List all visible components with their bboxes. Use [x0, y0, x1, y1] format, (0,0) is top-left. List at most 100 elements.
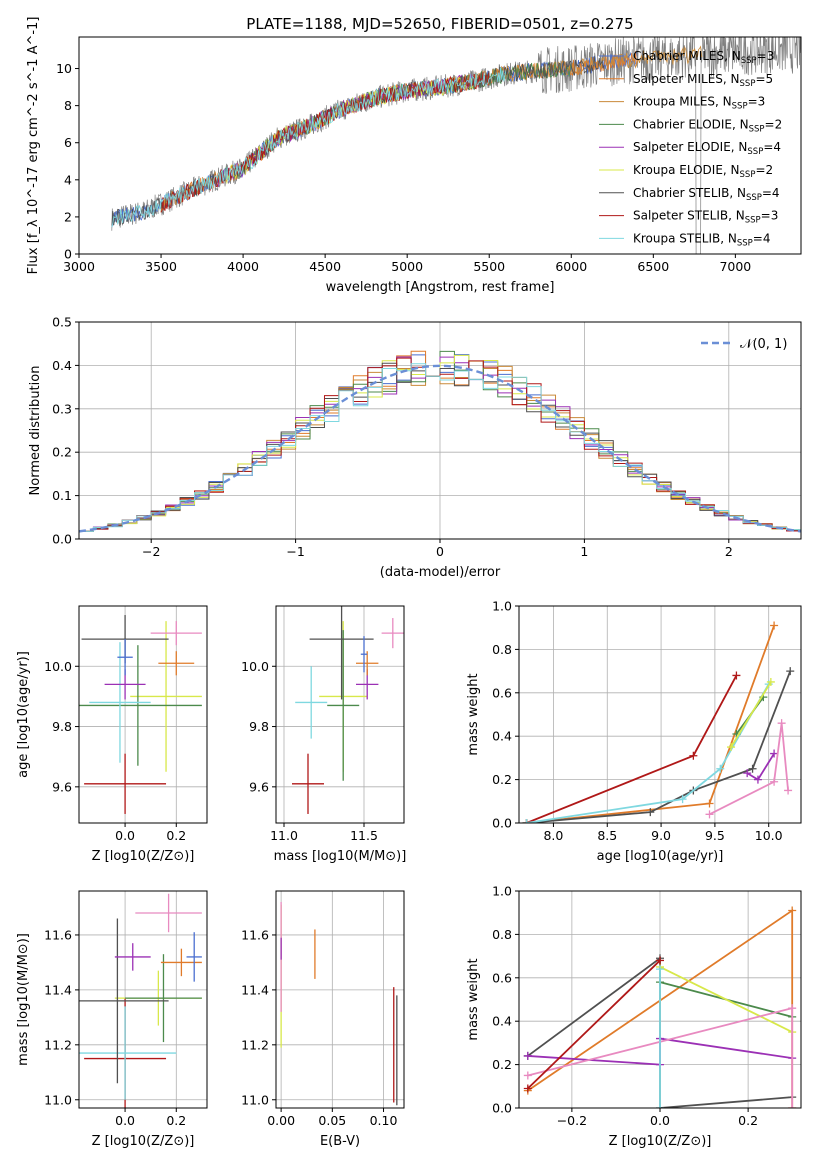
tick-label-y: 0.4 [492, 1014, 512, 1029]
chart-mass_vs_ebv: 0.00 0.05 0.10 11.0 11.2 11.4 11.6 E(B-V) [241, 890, 405, 1149]
tick-label-x: 6000 [555, 259, 587, 274]
legend-label-value: =2 [755, 163, 773, 177]
point-marker [523, 1084, 532, 1093]
plot-area [79, 350, 801, 533]
tick-label-x: 0 [436, 544, 444, 559]
point-marker [786, 667, 795, 676]
legend-label-subscript: SSP [747, 147, 763, 157]
tick-label-y: 0.6 [492, 685, 512, 700]
tick-label-x: 6500 [637, 259, 669, 274]
tick-label-y: 0.4 [52, 358, 72, 373]
tick-label-y: 8 [64, 98, 72, 113]
point-marker [522, 819, 531, 823]
tick-label-y: 9.6 [249, 779, 269, 794]
point-marker [770, 621, 779, 630]
legend-label-value: =4 [763, 140, 781, 154]
point-marker [770, 749, 779, 758]
x-axis-label: age [log10(age/yr)] [597, 849, 724, 864]
tick-label-y: 0.3 [52, 401, 72, 416]
chart-weight_vs_age: 8.0 8.5 9.0 9.5 10.0 0.0 0.2 0.4 0.6 0.8 1.0 age [l… [466, 599, 802, 864]
legend-label: Salpeter ELODIE, NSSP=4 [633, 140, 781, 157]
tick-label-x: 2 [725, 544, 733, 559]
tick-label-y: 0.5 [52, 315, 72, 330]
model-spectrum-line [111, 56, 605, 228]
x-axis-label: E(B-V) [320, 1134, 360, 1149]
legend-label-subscript: SSP [737, 238, 753, 248]
tick-label-y: 1.0 [492, 599, 512, 614]
tick-label-x: 4000 [227, 259, 259, 274]
legend-label-value: =4 [762, 186, 780, 200]
axes-frame [518, 890, 802, 1109]
tick-label-y: 9.8 [249, 719, 269, 734]
point-marker [656, 965, 664, 974]
tick-label-y: 0.8 [492, 927, 512, 942]
point-marker [716, 764, 725, 773]
histogram-step [79, 362, 801, 532]
x-axis-label: Z [log10(Z/Z⊙)] [92, 1134, 195, 1149]
legend-label-value: =3 [757, 49, 775, 63]
x-axis-label: (data-model)/error [380, 565, 501, 580]
point-marker [788, 906, 797, 915]
point-marker [748, 764, 757, 773]
series-line [730, 681, 772, 748]
legend-label-subscript: SSP [732, 102, 748, 112]
chart-residuals: −2 −1 0 1 2 0.0 0.1 0.2 0.3 0.4 0.5 𝒩(0, 1) (data-mo… [28, 315, 802, 580]
tick-label-y: 0.2 [492, 772, 512, 787]
tick-label-x: 5000 [391, 259, 423, 274]
point-marker [656, 956, 664, 965]
figure-title: PLATE=1188, MJD=52650, FIBERID=0501, z=0… [246, 15, 633, 33]
tick-label-y: 11.4 [44, 982, 72, 997]
legend-label-main: Salpeter MILES, N [633, 72, 740, 86]
point-marker [523, 1051, 532, 1060]
point-marker [743, 769, 752, 778]
point-marker [788, 1104, 797, 1108]
point-marker [784, 786, 793, 795]
tick-label-x: 4500 [309, 259, 341, 274]
tick-label-y: 1.0 [492, 884, 512, 899]
x-axis-label: Z [log10(Z/Z⊙)] [609, 1134, 712, 1149]
tick-label-y: 11.0 [44, 1092, 72, 1107]
legend-label-main: Kroupa MILES, N [633, 95, 732, 109]
model-spectrum-line [111, 66, 506, 228]
legend-label-subscript: SSP [745, 216, 761, 226]
tick-label-y: 0.2 [52, 445, 72, 460]
legend-label-main: Salpeter STELIB, N [633, 209, 745, 223]
tick-label-y: 11.6 [241, 927, 269, 942]
tick-label-y: 10.0 [241, 659, 269, 674]
legend-label-main: Chabrier ELODIE, N [633, 117, 749, 131]
tick-label-y: 0.0 [492, 1101, 512, 1116]
tick-label-y: 6 [64, 135, 72, 150]
tick-label-x: 5500 [473, 259, 505, 274]
legend-label: Chabrier MILES, NSSP=3 [633, 49, 774, 66]
tick-label-x: 9.0 [651, 828, 671, 843]
tick-label-y: 9.6 [52, 779, 72, 794]
series-line [526, 625, 775, 823]
y-axis-label: mass weight [466, 673, 481, 755]
legend-label: Kroupa STELIB, NSSP=4 [633, 231, 771, 248]
tick-label-y: 4 [64, 172, 72, 187]
legend-label-subscript: SSP [741, 56, 757, 66]
legend-label: Chabrier ELODIE, NSSP=2 [633, 117, 782, 134]
point-marker [646, 808, 655, 817]
histogram-step [79, 357, 801, 532]
plot-area [79, 893, 202, 1108]
plot-area [523, 906, 797, 1108]
x-axis-label: wavelength [Angstrom, rest frame] [326, 280, 555, 295]
tick-label-y: 11.2 [241, 1037, 269, 1052]
plot-area [522, 621, 795, 823]
legend-label: Salpeter STELIB, NSSP=3 [633, 209, 778, 226]
legend-label-subscript: SSP [740, 170, 756, 180]
axes-frame [78, 321, 802, 540]
series-line [746, 753, 775, 781]
series-line [709, 723, 789, 816]
tick-label-x: 11.5 [350, 828, 378, 843]
tick-label-x: 3500 [145, 259, 177, 274]
point-marker [770, 777, 779, 786]
legend-label-subscript: SSP [746, 193, 762, 203]
legend-label-main: Kroupa STELIB, N [633, 231, 737, 245]
tick-label-x: 0.0 [115, 828, 135, 843]
tick-label-y: 9.8 [52, 719, 72, 734]
y-axis-label: age [log10(age/yr)] [16, 651, 31, 778]
tick-label-x: 1 [580, 544, 588, 559]
